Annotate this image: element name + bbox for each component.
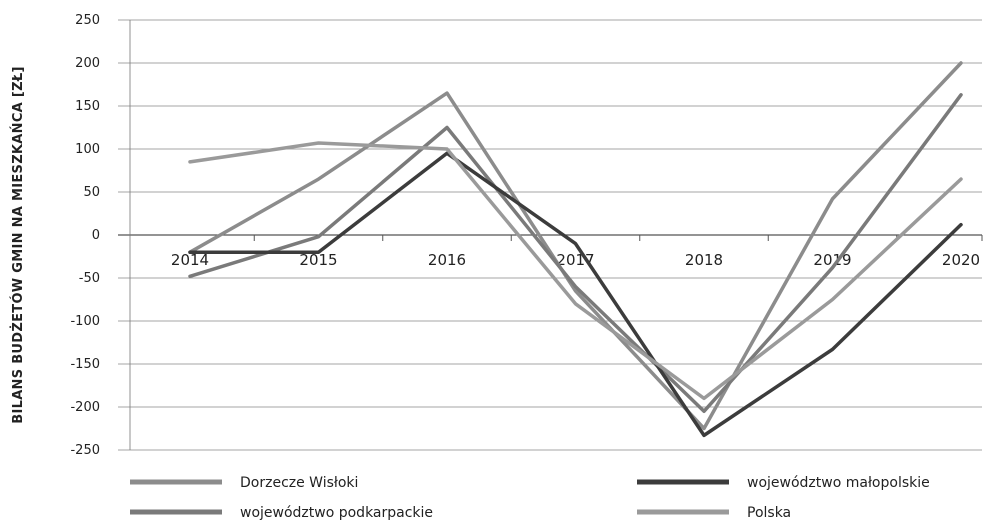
y-tick-label: 100 xyxy=(75,142,100,157)
y-tick-label: 250 xyxy=(75,13,100,28)
legend-label: województwo małopolskie xyxy=(747,475,930,491)
x-tick-label: 2014 xyxy=(171,251,209,269)
series-line-wojew-dztwo-ma-opolskie xyxy=(188,151,963,438)
y-tick-label: 0 xyxy=(92,228,100,243)
x-tick-label: 2020 xyxy=(942,251,980,269)
y-tick-label: 200 xyxy=(75,56,100,71)
y-tick-label: -100 xyxy=(70,314,100,329)
series-lines xyxy=(188,61,963,438)
x-tick-label: 2016 xyxy=(428,251,466,269)
grid-lines xyxy=(118,19,982,451)
x-tick-label: 2015 xyxy=(299,251,337,269)
legend-label: Dorzecze Wisłoki xyxy=(240,475,358,491)
legend-label: Polska xyxy=(747,505,791,520)
y-tick-label: -200 xyxy=(70,400,100,415)
legend-label: województwo podkarpackie xyxy=(240,505,433,520)
series-line-wojew-dztwo-podkarpackie xyxy=(188,93,963,414)
y-tick-label: -250 xyxy=(70,443,100,458)
x-tick-label: 2018 xyxy=(685,251,723,269)
series-line-dorzecze-wis-oki xyxy=(188,61,963,431)
series-line-polska xyxy=(188,141,963,401)
y-axis-ticks: 250 200 150 100 50 0 -50 -100 -150 -200 -250 xyxy=(70,13,100,458)
y-tick-label: 150 xyxy=(75,99,100,114)
y-tick-label: 50 xyxy=(83,185,100,200)
y-tick-label: -150 xyxy=(70,357,100,372)
y-axis-label: BILANS BUDŻETÓW GMIN NA MIESZKAŃCA [ZŁ] xyxy=(10,66,26,423)
legend: Dorzecze Wisłoki województwo małopolskie w… xyxy=(130,475,930,520)
y-tick-label: -50 xyxy=(79,271,100,286)
